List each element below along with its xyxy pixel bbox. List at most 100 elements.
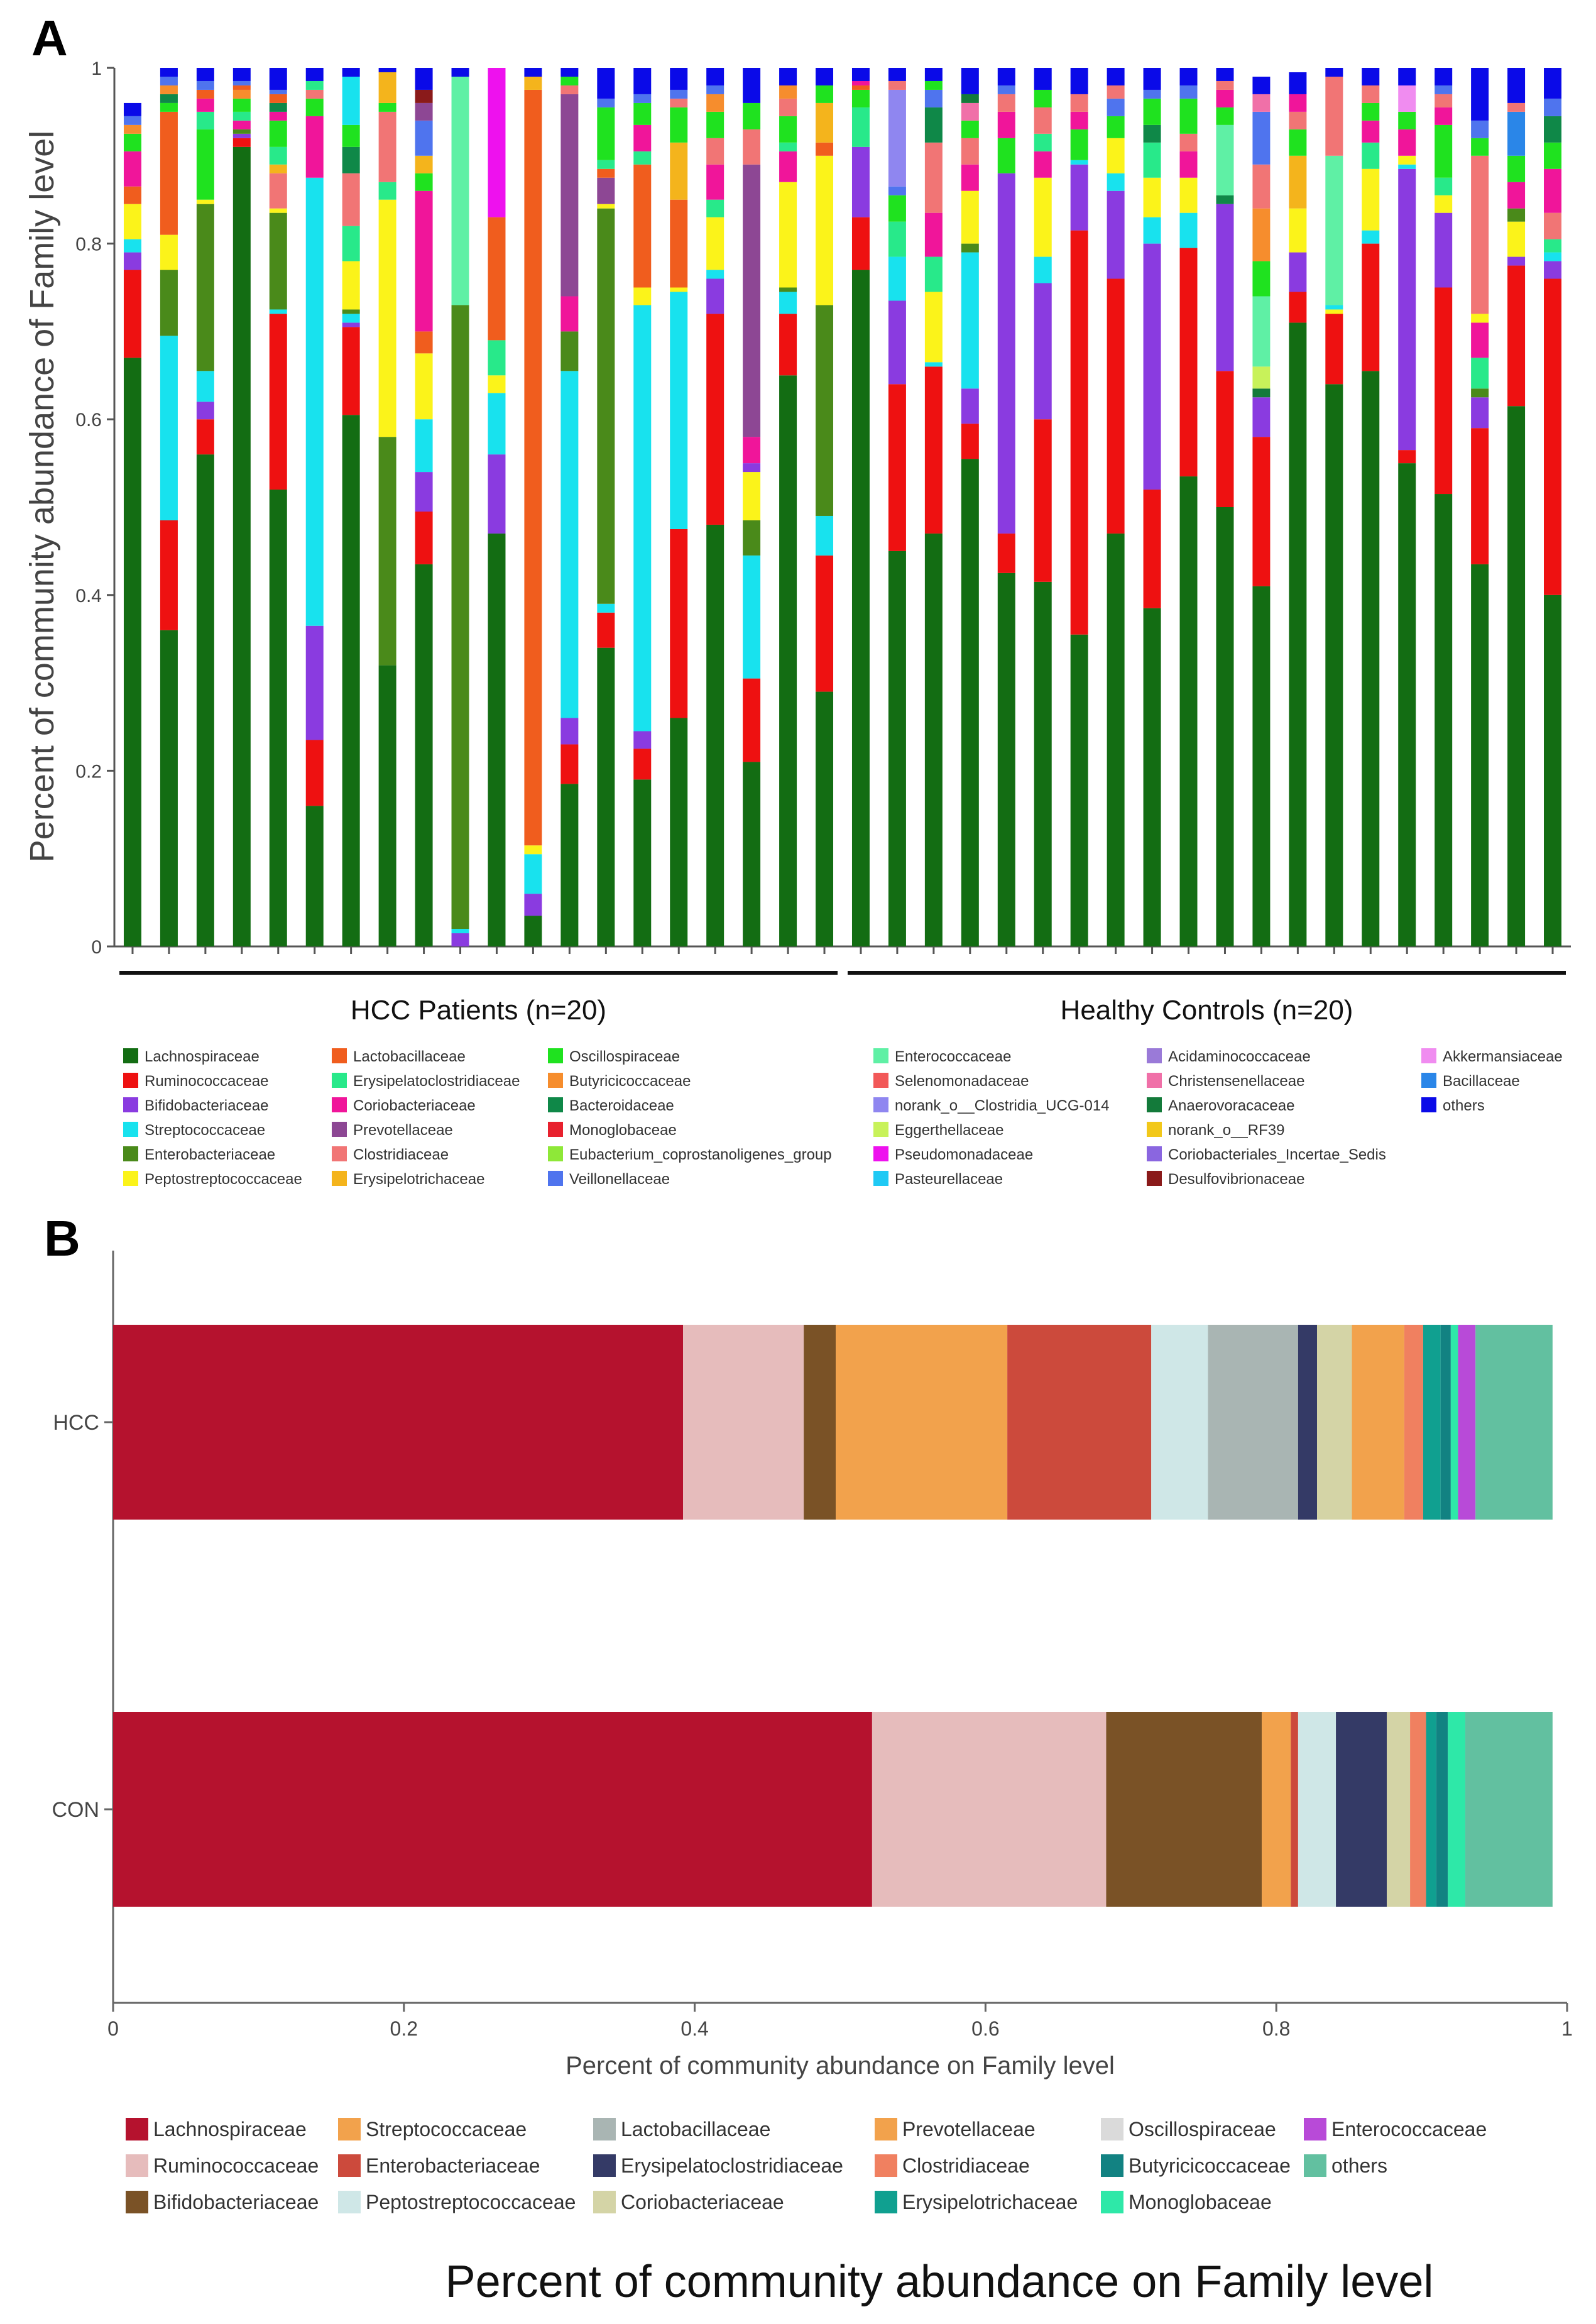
panel-b-legend-item: Prevotellaceae [875, 2118, 1036, 2140]
panel-b-legend-item: Streptococcaceae [338, 2118, 527, 2140]
panel-a-bar-segment [415, 155, 433, 173]
panel-a-legend-item: Bacillaceae [1421, 1073, 1520, 1090]
panel-a-bar-segment [1398, 168, 1416, 451]
panel-a-legend-label: Oscillospiraceae [569, 1048, 680, 1065]
panel-a-bar-segment [123, 186, 141, 204]
panel-a-legend-label: Coriobacteriaceae [353, 1097, 476, 1114]
panel-a-legend-swatch [1147, 1171, 1162, 1186]
panel-a-bar-segment [524, 76, 542, 90]
panel-a-y-tick-label: 0.2 [75, 761, 102, 782]
panel-a-bar-segment [342, 226, 360, 261]
panel-a-legend-swatch [548, 1048, 563, 1063]
panel-a-bar-segment [706, 111, 724, 138]
panel-a-legend-item: Ruminococcaceae [123, 1073, 268, 1090]
panel-a-bar-segment [706, 199, 724, 217]
panel-a-bar-segment [232, 146, 251, 946]
panel-a-legend-swatch [1421, 1048, 1436, 1063]
panel-a-bar-segment [1544, 168, 1562, 213]
panel-a-legend-item: Lachnospiraceae [123, 1048, 260, 1065]
panel-a-bar-segment [305, 806, 324, 946]
panel-a-bar-segment [1143, 490, 1161, 608]
panel-a-bar-segment [597, 177, 615, 204]
panel-a-bar-segment [1034, 581, 1052, 946]
panel-a-bar-segment [451, 929, 469, 934]
panel-a-bar-segment [488, 68, 506, 217]
panel-a-bar-segment [378, 437, 396, 666]
panel-a-bar-segment [633, 68, 652, 94]
panel-a-bar-segment [706, 85, 724, 94]
panel-b-bar-segment [1151, 1325, 1208, 1520]
panel-a-legend-item: Coriobacteriaceae [332, 1097, 476, 1114]
panel-a-bar-segment [779, 68, 797, 85]
panel-a-bar-segment [123, 270, 141, 358]
panel-a-bar-segment [924, 107, 943, 143]
panel-b-legend-swatch [1101, 2118, 1123, 2140]
panel-a-bar-segment [123, 102, 141, 116]
panel-a-bar-segment [1471, 120, 1489, 138]
panel-a-bar-segment [160, 270, 178, 336]
panel-a-bar-segment [560, 76, 579, 85]
panel-a-legend-swatch [123, 1073, 138, 1088]
panel-a-bar-segment [305, 68, 324, 81]
panel-a-bar-segment [961, 120, 979, 138]
panel-a-bar-segment [196, 129, 214, 200]
panel-a-sample-bar [1216, 68, 1234, 946]
panel-a-bar-segment [342, 322, 360, 327]
panel-a-bar-segment [1471, 358, 1489, 389]
panel-a-legend-label: Enterobacteriaceae [145, 1146, 275, 1163]
panel-a-legend-swatch [332, 1073, 347, 1088]
panel-a-bar-segment [597, 204, 615, 209]
panel-a-legend-item: Selenomonadaceae [873, 1073, 1029, 1090]
panel-a-bar-segment [743, 68, 761, 103]
panel-b-bar-segment [1436, 1712, 1448, 1907]
panel-a-legend-item: Butyricicoccaceae [548, 1073, 691, 1090]
panel-a-bar-segment [1325, 309, 1343, 314]
panel-a-bar-segment [743, 678, 761, 762]
panel-a-bar-segment [670, 68, 688, 90]
panel-a-bar-segment [196, 98, 214, 112]
panel-a-bar-segment [123, 151, 141, 187]
panel-a-bar-segment [1070, 129, 1088, 160]
panel-a-bar-segment [524, 89, 542, 846]
panel-a-bar-segment [597, 107, 615, 160]
panel-a-bar-segment [633, 102, 652, 125]
panel-a-legend-swatch [1147, 1073, 1162, 1088]
panel-a-legend-swatch [548, 1122, 563, 1137]
panel-a-bar-segment [1289, 72, 1307, 94]
panel-b-legend-label: Streptococcaceae [366, 2118, 527, 2140]
panel-a-bar-segment [670, 89, 688, 99]
panel-a-bar-segment [1143, 142, 1161, 178]
panel-b-bar-segment [1298, 1325, 1317, 1520]
panel-a-bar-segment [269, 89, 287, 94]
panel-a-sample-bar [997, 68, 1015, 946]
panel-a-sample-bar [1544, 68, 1562, 946]
panel-a-bar-segment [1143, 177, 1161, 217]
panel-a-bar-segment [269, 120, 287, 147]
panel-b-x-tick-label: 0.2 [390, 2017, 418, 2040]
panel-a-bar-segment [888, 300, 906, 385]
panel-a-bar-segment [269, 164, 287, 173]
panel-a-bar-segment [1362, 371, 1380, 946]
panel-b-legend-item: Peptostreptococcaceae [338, 2191, 576, 2213]
panel-a-bar-segment [1471, 68, 1489, 121]
panel-a-bar-segment [1107, 85, 1125, 99]
panel-a-legend-label: Bifidobacteriaceae [145, 1097, 268, 1114]
panel-a-bar-segment [1070, 160, 1088, 165]
panel-a-bar-segment [160, 630, 178, 946]
panel-a-bar-segment [524, 854, 542, 894]
panel-a-bar-segment [1070, 634, 1088, 946]
panel-a-bar-segment [160, 85, 178, 94]
panel-b-legend-swatch [593, 2191, 616, 2213]
panel-a-bar-segment [706, 270, 724, 279]
panel-a-bar-segment [1216, 371, 1234, 507]
panel-a-legend-item: Coriobacteriales_Incertae_Sedis [1147, 1146, 1386, 1163]
panel-a-bar-segment [743, 437, 761, 464]
panel-a-sample-bar [1471, 68, 1489, 946]
panel-b-legend-item: Monoglobaceae [1101, 2191, 1272, 2213]
panel-a-bar-segment [1289, 292, 1307, 323]
panel-a-bar-segment [123, 204, 141, 239]
panel-a-letter: A [31, 10, 68, 66]
panel-a-bar-segment [851, 107, 870, 147]
panel-a-bar-segment [342, 327, 360, 415]
panel-a-legend-item: Peptostreptococcaceae [123, 1171, 302, 1188]
